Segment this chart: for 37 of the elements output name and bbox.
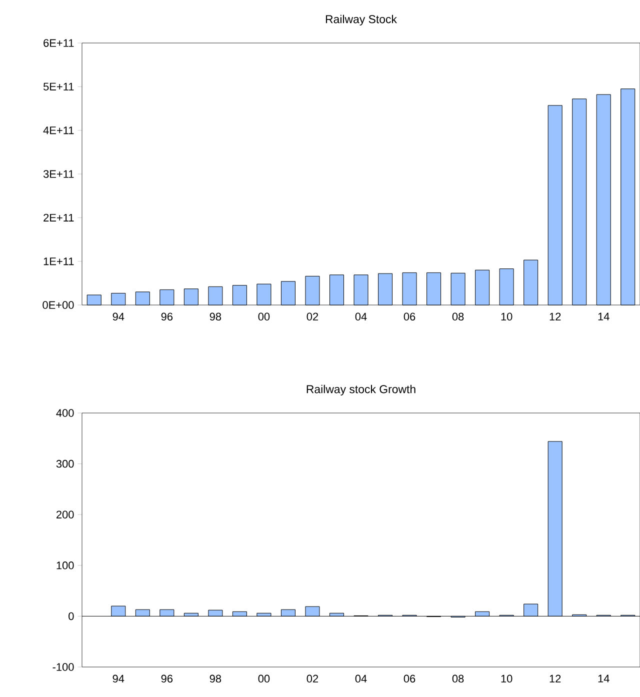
y-tick-label: 200 — [56, 510, 74, 518]
y-tick-label: 5E+11 — [43, 82, 74, 90]
y-tick-label: 4E+11 — [43, 126, 74, 134]
y-tick-label: 0E+00 — [42, 301, 74, 309]
y-tick-label: 2E+11 — [44, 214, 74, 222]
x-tick-label: 94 — [112, 674, 124, 683]
x-tick-label: 12 — [550, 312, 561, 320]
x-tick-label: 98 — [210, 312, 222, 321]
x-tick-label: 94 — [112, 312, 124, 321]
x-tick-label: 00 — [258, 312, 270, 321]
x-tick-label: 14 — [598, 674, 610, 682]
x-tick-label: 04 — [355, 312, 367, 321]
x-tick-label: 06 — [404, 674, 416, 683]
x-tick-label: 02 — [306, 674, 318, 683]
y-tick-label: 6E+11 — [44, 39, 74, 47]
x-tick-label: 10 — [501, 312, 512, 321]
x-tick-label: 06 — [404, 312, 416, 321]
chart-title: Railway stock Growth — [306, 384, 416, 396]
y-tick-label: 1E+11 — [44, 258, 74, 266]
chart-title: Railway Stock — [326, 14, 397, 26]
x-tick-label: 08 — [452, 312, 464, 321]
x-tick-label: 14 — [598, 312, 610, 320]
x-tick-label: 04 — [355, 674, 367, 683]
y-tick-label: 400 — [56, 409, 74, 417]
x-tick-label: 00 — [258, 674, 270, 683]
y-tick-label: 100 — [56, 562, 74, 570]
x-tick-label: 02 — [306, 312, 318, 321]
y-tick-label: 0 — [68, 612, 74, 620]
x-tick-label: 12 — [550, 674, 561, 682]
y-tick-label: 300 — [56, 460, 74, 468]
x-tick-label: 96 — [161, 312, 173, 321]
x-tick-label: 10 — [501, 674, 512, 683]
x-tick-label: 96 — [161, 674, 173, 683]
x-tick-label: 08 — [452, 674, 464, 683]
y-tick-label: -100 — [52, 663, 74, 671]
y-tick-label: 3E+11 — [43, 170, 74, 178]
x-tick-label: 98 — [210, 674, 222, 683]
